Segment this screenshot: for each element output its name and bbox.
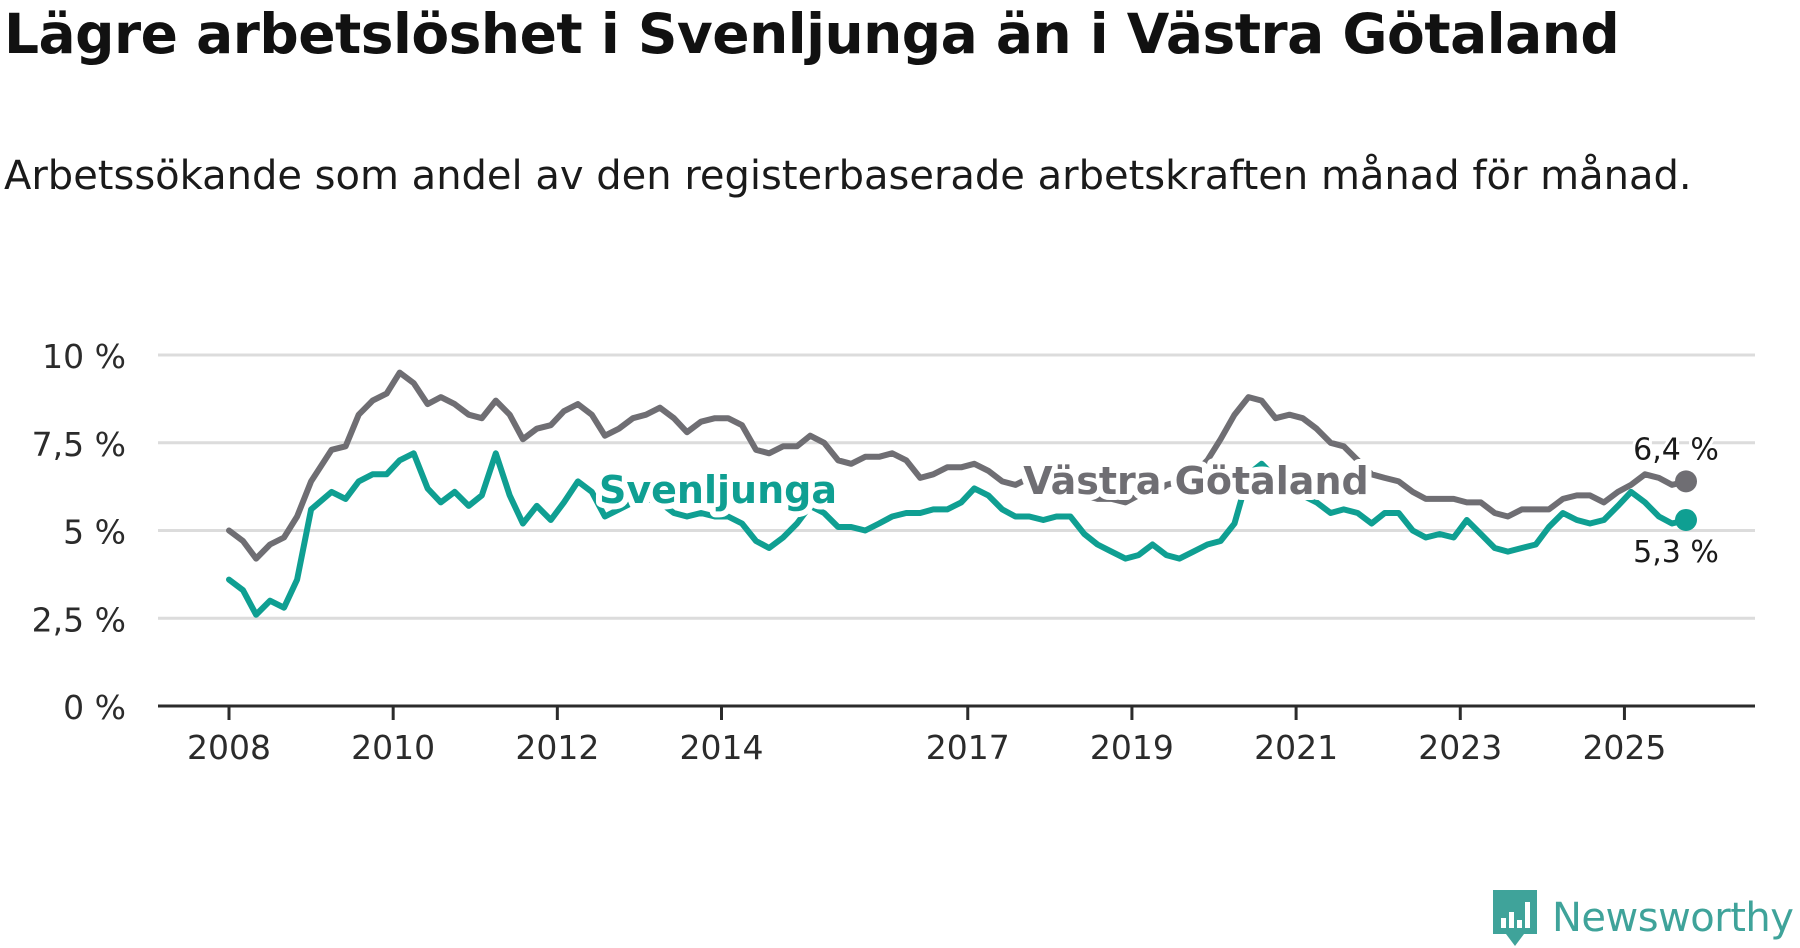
y-tick-label: 10 %	[42, 337, 126, 376]
y-tick-label: 7,5 %	[32, 425, 126, 464]
chart-title: Lägre arbetslöshet i Svenljunga än i Väs…	[4, 2, 1620, 66]
newsworthy-logo-icon	[1493, 890, 1537, 946]
series-labels: 6,4 % 5,3 % Västra Götaland Svenljunga	[593, 429, 1722, 573]
x-tick-label: 2019	[1090, 728, 1174, 767]
x-tick-label: 2021	[1254, 728, 1338, 767]
y-tick-label: 5 %	[63, 513, 126, 552]
x-tick-label: 2017	[926, 728, 1010, 767]
chart-subtitle: Arbetssökande som andel av den registerb…	[4, 153, 1692, 199]
series-line-svenljunga	[226, 450, 1689, 618]
series-name-label: Västra Götaland	[1023, 459, 1368, 503]
x-tick-label: 2025	[1582, 728, 1666, 767]
end-point-marker	[1675, 470, 1697, 493]
series-lines	[226, 369, 1689, 618]
end-value-label: 6,4 %	[1633, 432, 1719, 467]
y-tick-label: 2,5 %	[32, 600, 126, 639]
series-line-västra-götaland	[226, 369, 1689, 562]
end-point-marker	[1675, 508, 1697, 531]
x-tick-label: 2014	[680, 728, 764, 767]
brand-logo: Newsworthy	[1490, 888, 1794, 948]
series-name-label: Svenljunga	[599, 468, 837, 512]
x-tick-label: 2023	[1418, 728, 1502, 767]
y-tick-label: 0 %	[63, 688, 126, 727]
end-value-label: 5,3 %	[1633, 535, 1719, 570]
brand-name: Newsworthy	[1552, 895, 1794, 941]
x-tick-label: 2012	[515, 728, 599, 767]
x-tick-label: 2008	[187, 728, 271, 767]
axes: 0 % 2,5 % 5 % 7,5 % 10 % 2008 2010 2012 2014 2017…	[32, 337, 1755, 767]
gridlines	[158, 353, 1755, 620]
x-tick-label: 2010	[351, 728, 435, 767]
